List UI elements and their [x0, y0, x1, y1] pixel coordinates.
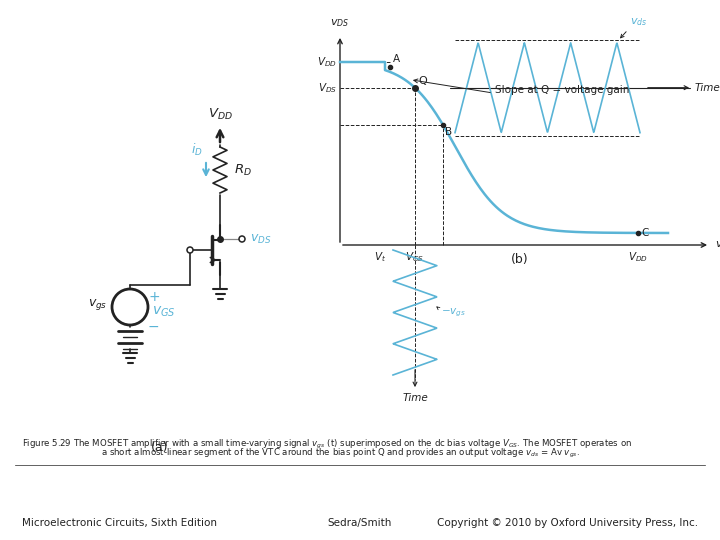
Text: a short almost-linear segment of the VTC around the bias point Q and provides an: a short almost-linear segment of the VTC…	[101, 447, 580, 460]
Text: C: C	[641, 228, 649, 238]
Text: $V_{GS}$: $V_{GS}$	[405, 250, 425, 264]
Text: $v_{DS}$: $v_{DS}$	[250, 232, 271, 246]
Text: $-v_{gs}$: $-v_{gs}$	[441, 306, 466, 319]
Text: A: A	[393, 54, 400, 64]
Text: Figure 5.29 The MOSFET amplifier with a small time-varying signal $v_{gs}$ (t) s: Figure 5.29 The MOSFET amplifier with a …	[22, 438, 632, 451]
Text: $R_D$: $R_D$	[234, 163, 252, 178]
Text: +: +	[148, 290, 160, 304]
Text: Copyright © 2010 by Oxford University Press, Inc.: Copyright © 2010 by Oxford University Pr…	[437, 518, 698, 528]
Text: $V_t$: $V_t$	[374, 250, 386, 264]
Text: Slope at Q = voltage gain: Slope at Q = voltage gain	[495, 85, 629, 95]
Text: Sedra/Smith: Sedra/Smith	[328, 518, 392, 528]
Text: −: −	[121, 307, 131, 320]
Circle shape	[239, 236, 245, 242]
Text: −: −	[148, 320, 160, 334]
Text: $V_{DD}$: $V_{DD}$	[628, 250, 648, 264]
Text: $V_{DD}$: $V_{DD}$	[317, 55, 337, 69]
Text: $v_{GS}$: $v_{GS}$	[152, 305, 176, 319]
Text: $V_{GS}$: $V_{GS}$	[118, 308, 142, 323]
Text: Time: Time	[402, 393, 428, 403]
Text: $i_D$: $i_D$	[192, 142, 203, 158]
Text: $V_{DS}$: $V_{DS}$	[318, 81, 337, 94]
Text: B: B	[445, 127, 452, 138]
Text: Microelectronic Circuits, Sixth Edition: Microelectronic Circuits, Sixth Edition	[22, 518, 217, 528]
Text: $v_{GS}$: $v_{GS}$	[715, 239, 720, 251]
Circle shape	[112, 289, 148, 325]
Text: (b): (b)	[511, 253, 528, 267]
Circle shape	[187, 247, 193, 253]
Text: Time: Time	[695, 83, 720, 93]
Text: Q: Q	[418, 76, 427, 86]
Text: (a): (a)	[151, 441, 168, 454]
Text: $v_{ds}$: $v_{ds}$	[630, 16, 647, 28]
Text: +: +	[121, 295, 131, 308]
Text: $v_{gs}$: $v_{gs}$	[88, 298, 107, 313]
Text: $v_{DS}$: $v_{DS}$	[330, 17, 350, 29]
Text: $V_{DD}$: $V_{DD}$	[207, 107, 233, 122]
